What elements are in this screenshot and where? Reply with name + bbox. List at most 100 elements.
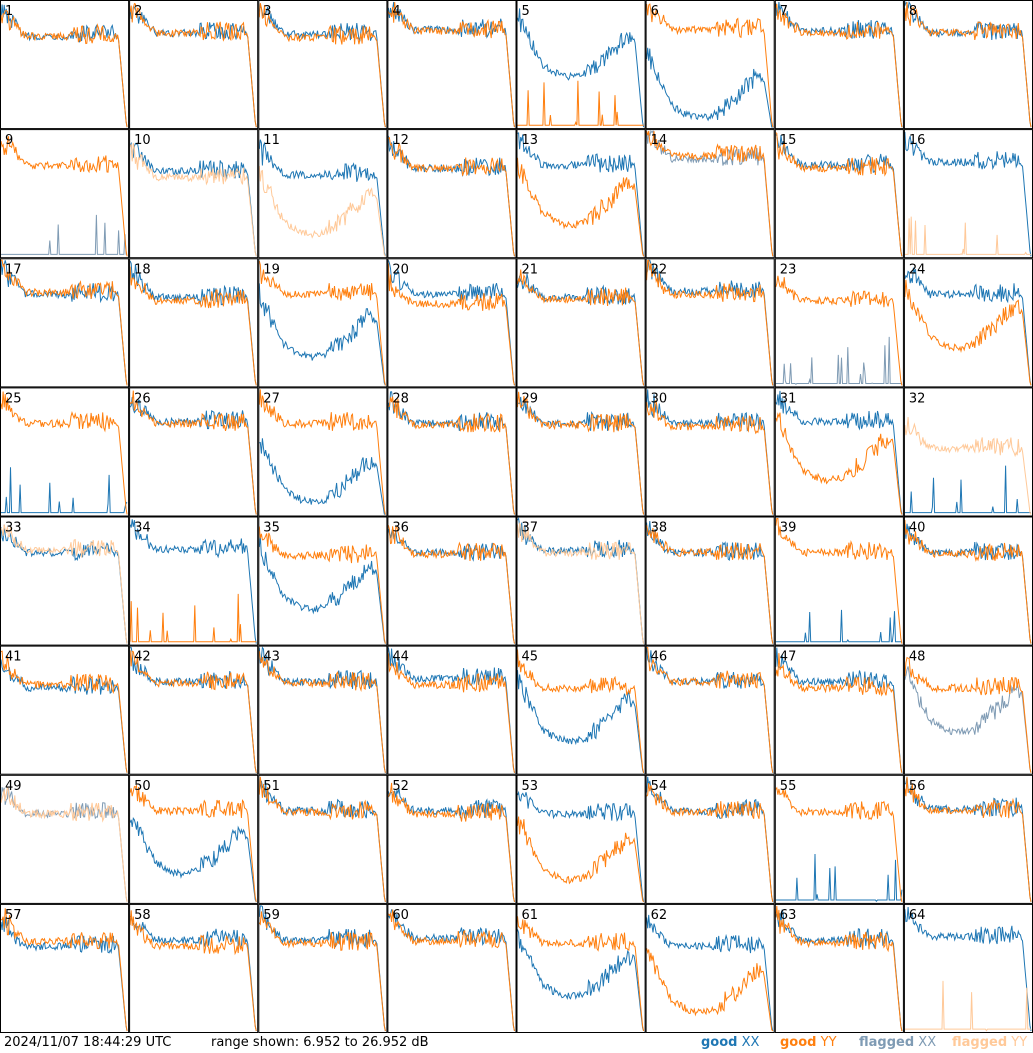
legend-flagged-xx: flagged XX — [859, 1035, 936, 1050]
panel-47: 47 — [774, 645, 904, 775]
panel-62: 62 — [645, 903, 775, 1033]
series-yy-41 — [0, 650, 128, 773]
series-xx-51 — [258, 780, 386, 902]
series-xx-52 — [387, 788, 515, 902]
series-yy-24 — [904, 279, 1032, 386]
series-yy-28 — [388, 396, 515, 515]
panel-border-28 — [387, 387, 517, 517]
panel-border-2 — [129, 0, 259, 130]
legend-flagged-xx-word: flagged — [859, 1035, 915, 1050]
panel-48: 48 — [903, 645, 1033, 775]
panel-52: 52 — [387, 774, 517, 904]
panel-label-2: 2 — [134, 4, 142, 19]
series-yy-57 — [0, 908, 128, 1032]
panel-26: 26 — [129, 387, 259, 517]
series-xx-27 — [259, 438, 386, 515]
panel-15: 15 — [774, 129, 904, 259]
panel-border-49 — [0, 774, 130, 904]
panel-label-31: 31 — [780, 391, 797, 406]
panel-64: 64 — [903, 903, 1033, 1033]
panel-border-60 — [387, 903, 517, 1033]
panel-border-45 — [516, 645, 646, 775]
series-yy-5 — [517, 80, 644, 127]
panel-27: 27 — [258, 387, 388, 517]
series-yy-33 — [0, 524, 128, 644]
panel-18: 18 — [129, 258, 259, 388]
footer: 2024/11/07 18:44:29 UTC range shown: 6.9… — [0, 1034, 1033, 1053]
series-xx-28 — [387, 391, 515, 515]
series-yy-22 — [646, 259, 774, 386]
panel-label-3: 3 — [263, 4, 271, 19]
panel-label-16: 16 — [909, 133, 926, 148]
legend-good-xx-word: good — [701, 1035, 738, 1050]
panel-20: 20 — [387, 258, 517, 388]
panel-30: 30 — [645, 387, 775, 517]
panel-border-46 — [645, 645, 775, 775]
panel-label-49: 49 — [5, 779, 22, 794]
panel-1: 1 — [0, 0, 130, 130]
panel-51: 51 — [258, 774, 388, 904]
series-xx-12 — [387, 135, 515, 257]
panel-label-52: 52 — [392, 779, 409, 794]
panel-border-19 — [258, 258, 388, 388]
panel-border-4 — [387, 0, 517, 130]
panel-label-26: 26 — [134, 391, 151, 406]
series-yy-61 — [517, 916, 645, 1032]
series-xx-47 — [775, 647, 903, 773]
series-yy-64 — [904, 980, 1031, 1032]
panel-label-4: 4 — [392, 4, 400, 19]
panel-60: 60 — [387, 903, 517, 1033]
series-yy-30 — [646, 400, 774, 515]
panel-57: 57 — [0, 903, 130, 1033]
series-xx-43 — [258, 646, 386, 773]
panel-border-42 — [129, 645, 259, 775]
panel-border-14 — [645, 129, 775, 259]
panel-border-13 — [516, 129, 646, 259]
panel-label-9: 9 — [5, 133, 13, 148]
panel-label-50: 50 — [134, 779, 151, 794]
panel-label-62: 62 — [651, 908, 668, 923]
panel-43: 43 — [258, 645, 388, 775]
panel-45: 45 — [516, 645, 646, 775]
panel-border-9 — [0, 129, 130, 259]
panel-49: 49 — [0, 774, 130, 904]
panel-19: 19 — [258, 258, 388, 388]
series-yy-62 — [646, 948, 774, 1032]
panel-24: 24 — [903, 258, 1033, 388]
series-yy-20 — [387, 263, 515, 386]
panel-border-53 — [516, 774, 646, 904]
series-yy-42 — [129, 650, 257, 773]
panel-border-47 — [774, 645, 904, 775]
panel-55: 55 — [774, 774, 904, 904]
panel-11: 11 — [258, 129, 388, 259]
series-yy-54 — [646, 783, 774, 903]
series-xx-19 — [258, 283, 386, 386]
series-yy-52 — [387, 782, 515, 903]
series-yy-3 — [258, 2, 386, 128]
panel-border-26 — [129, 387, 259, 517]
panel-border-8 — [903, 0, 1033, 130]
series-yy-19 — [258, 260, 386, 386]
panel-border-23 — [774, 258, 904, 388]
series-xx-7 — [775, 1, 903, 128]
panel-label-28: 28 — [392, 391, 409, 406]
legend-good-xx: good XX — [701, 1035, 759, 1050]
panel-label-22: 22 — [651, 262, 668, 277]
panel-label-56: 56 — [909, 779, 926, 794]
panel-34: 34 — [129, 516, 259, 646]
panel-border-34 — [129, 516, 259, 646]
series-yy-29 — [517, 391, 645, 515]
series-yy-60 — [387, 909, 515, 1032]
panel-border-63 — [774, 903, 904, 1033]
panel-border-22 — [645, 258, 775, 388]
panel-3: 3 — [258, 0, 388, 130]
panel-label-48: 48 — [909, 650, 926, 665]
panel-33: 33 — [0, 516, 130, 646]
panel-border-54 — [645, 774, 775, 904]
series-xx-64 — [904, 907, 1032, 1032]
series-xx-55 — [775, 853, 903, 902]
series-xx-41 — [0, 659, 128, 773]
series-xx-57 — [0, 916, 128, 1032]
panel-label-37: 37 — [522, 521, 539, 536]
series-yy-44 — [387, 653, 515, 773]
